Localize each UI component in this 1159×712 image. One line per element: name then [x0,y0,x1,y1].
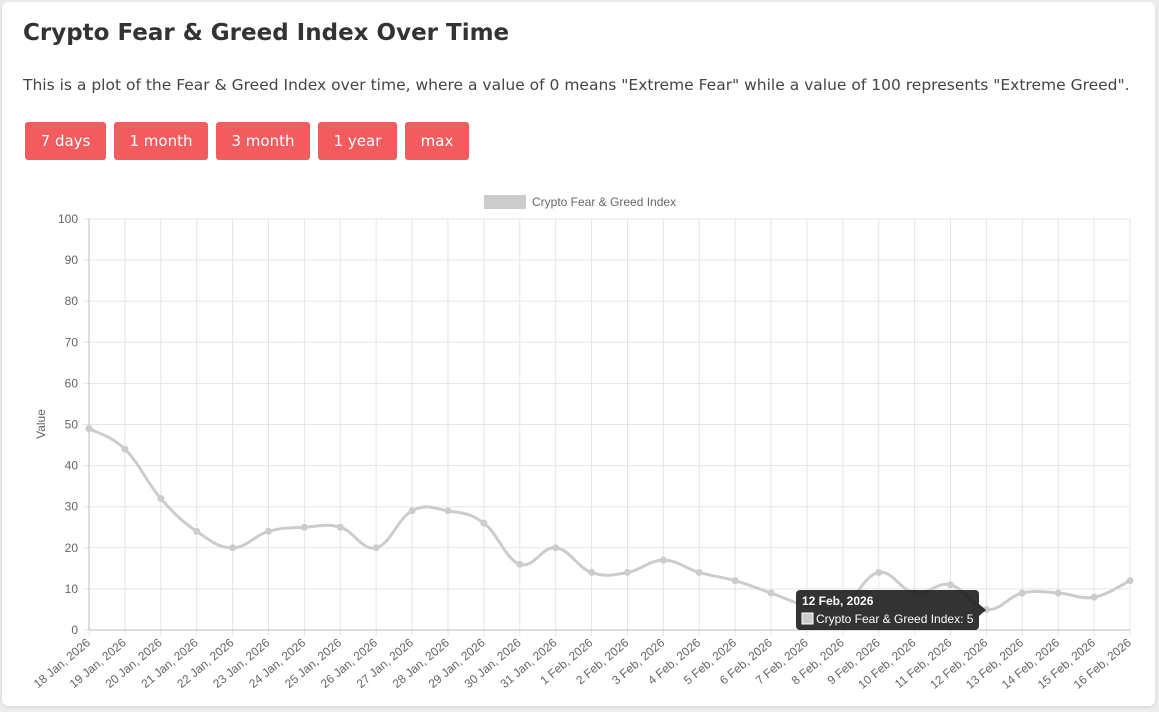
data-point [659,556,667,564]
y-tick-label: 20 [65,541,79,555]
data-point [516,560,524,568]
range-7-days-button[interactable]: 7 days [25,122,106,160]
data-point [300,523,308,531]
y-tick-label: 80 [65,294,79,308]
range-1-month-button[interactable]: 1 month [114,122,208,160]
tooltip-swatch [801,612,814,625]
y-tick-label: 60 [65,376,79,390]
y-tick-label: 40 [65,459,79,473]
data-point [1018,589,1026,597]
data-point [947,581,955,589]
data-point [552,544,560,552]
series-points [85,425,1134,613]
data-point [444,507,452,515]
legend-label: Crypto Fear & Greed Index [532,195,676,209]
data-point [588,568,596,576]
range-3-month-button[interactable]: 3 month [216,122,310,160]
data-point [193,527,201,535]
data-point [767,589,775,597]
data-point [264,527,272,535]
y-axis-title: Value [34,409,48,439]
page-title: Crypto Fear & Greed Index Over Time [23,20,510,46]
data-point [85,425,93,433]
data-point [982,605,990,613]
data-point [695,568,703,576]
y-axis-tick-labels: 0 10 20 30 40 50 60 70 80 90 100 [58,212,78,637]
data-point [121,445,129,453]
data-point [229,544,237,552]
range-1-year-button[interactable]: 1 year [318,122,397,160]
data-point [1090,593,1098,601]
y-tick-label: 100 [58,212,78,226]
data-point [408,507,416,515]
data-point [336,523,344,531]
data-point [875,568,883,576]
data-point [731,577,739,585]
chart-grid [83,218,1131,636]
tooltip-body: Crypto Fear & Greed Index: 5 [816,612,974,626]
page-description: This is a plot of the Fear & Greed Index… [23,76,1130,94]
chart-legend[interactable]: Crypto Fear & Greed Index [484,195,676,209]
legend-swatch [484,195,526,209]
y-tick-label: 30 [65,500,79,514]
y-tick-label: 70 [65,335,79,349]
y-tick-label: 90 [65,253,79,267]
data-point [623,568,631,576]
data-point [157,494,165,502]
chart-tooltip: 12 Feb, 2026 Crypto Fear & Greed Index: … [796,590,986,630]
data-point [372,544,380,552]
y-tick-label: 50 [65,418,79,432]
y-tick-label: 0 [71,623,78,637]
y-tick-label: 10 [65,582,79,596]
tooltip-caret [979,604,986,616]
data-point [1126,577,1134,585]
tooltip-background [796,590,979,630]
data-point [480,519,488,527]
series-line [88,427,1131,611]
data-point [1054,589,1062,597]
range-max-button[interactable]: max [405,122,469,160]
tooltip-title: 12 Feb, 2026 [802,594,874,608]
